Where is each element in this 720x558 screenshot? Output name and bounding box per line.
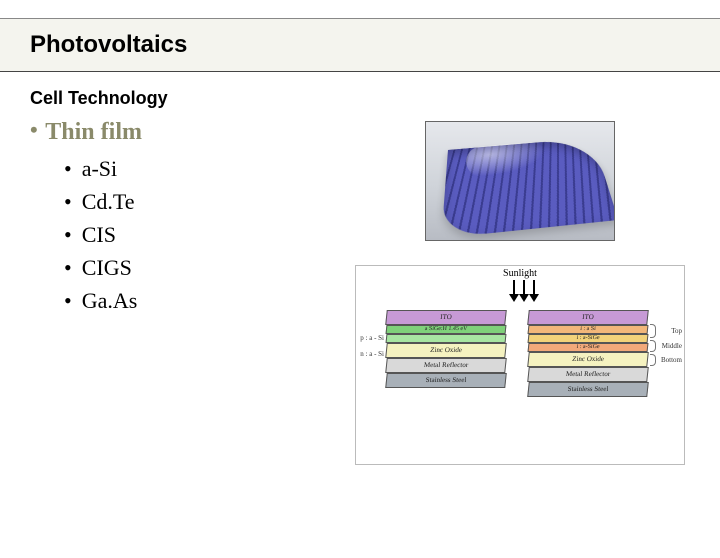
list-item: Ga.As [64, 284, 320, 317]
layer-stack-right: ITOi : a Sii : a-SiGei : a-SiGeZinc Oxid… [528, 310, 648, 397]
layer: Zinc Oxide [527, 352, 649, 367]
content-row: • Thin film a-Si Cd.Te CIS CIGS Ga.As Su… [0, 117, 720, 465]
list-item: CIS [64, 218, 320, 251]
brace-label: Top [671, 327, 682, 335]
layer [386, 334, 507, 343]
side-label: p : a - Si [348, 334, 384, 342]
list-item: a-Si [64, 152, 320, 185]
brace-label: Middle [662, 342, 682, 350]
header-band: Photovoltaics [0, 18, 720, 72]
layer: Zinc Oxide [385, 343, 507, 358]
layer: Stainless Steel [385, 373, 507, 388]
layer: i : a-SiGe [528, 334, 649, 343]
slide-subtitle: Cell Technology [30, 88, 720, 109]
text-column: • Thin film a-Si Cd.Te CIS CIGS Ga.As [0, 117, 320, 465]
layer: i : a Si [528, 325, 649, 334]
layer: ITO [385, 310, 507, 325]
sunlight-label: Sunlight [503, 268, 537, 279]
brace [650, 340, 656, 352]
thin-film-photo [425, 121, 615, 241]
category-line: • Thin film [30, 117, 320, 146]
material-list: a-Si Cd.Te CIS CIGS Ga.As [30, 152, 320, 317]
layer-diagram: Sunlight ITOa SiGe:H 1.45 eVZinc OxideMe… [355, 265, 685, 465]
layer: i : a-SiGe [528, 343, 649, 352]
brace-label: Bottom [661, 356, 682, 364]
side-label: n : a - Si [348, 350, 384, 358]
category-label: Thin film [45, 119, 142, 145]
list-item: CIGS [64, 251, 320, 284]
image-column: Sunlight ITOa SiGe:H 1.45 eVZinc OxideMe… [320, 117, 720, 465]
layer: Stainless Steel [527, 382, 649, 397]
bullet-dot: • [30, 117, 38, 142]
slide-title: Photovoltaics [30, 31, 720, 59]
layer: ITO [527, 310, 649, 325]
layer: Metal Reflector [527, 367, 649, 382]
list-item: Cd.Te [64, 185, 320, 218]
layer-stack-left: ITOa SiGe:H 1.45 eV Zinc OxideMetal Refle… [386, 310, 506, 388]
layer: a SiGe:H 1.45 eV [386, 325, 507, 334]
brace [650, 324, 656, 338]
layer: Metal Reflector [385, 358, 507, 373]
brace [650, 354, 656, 366]
